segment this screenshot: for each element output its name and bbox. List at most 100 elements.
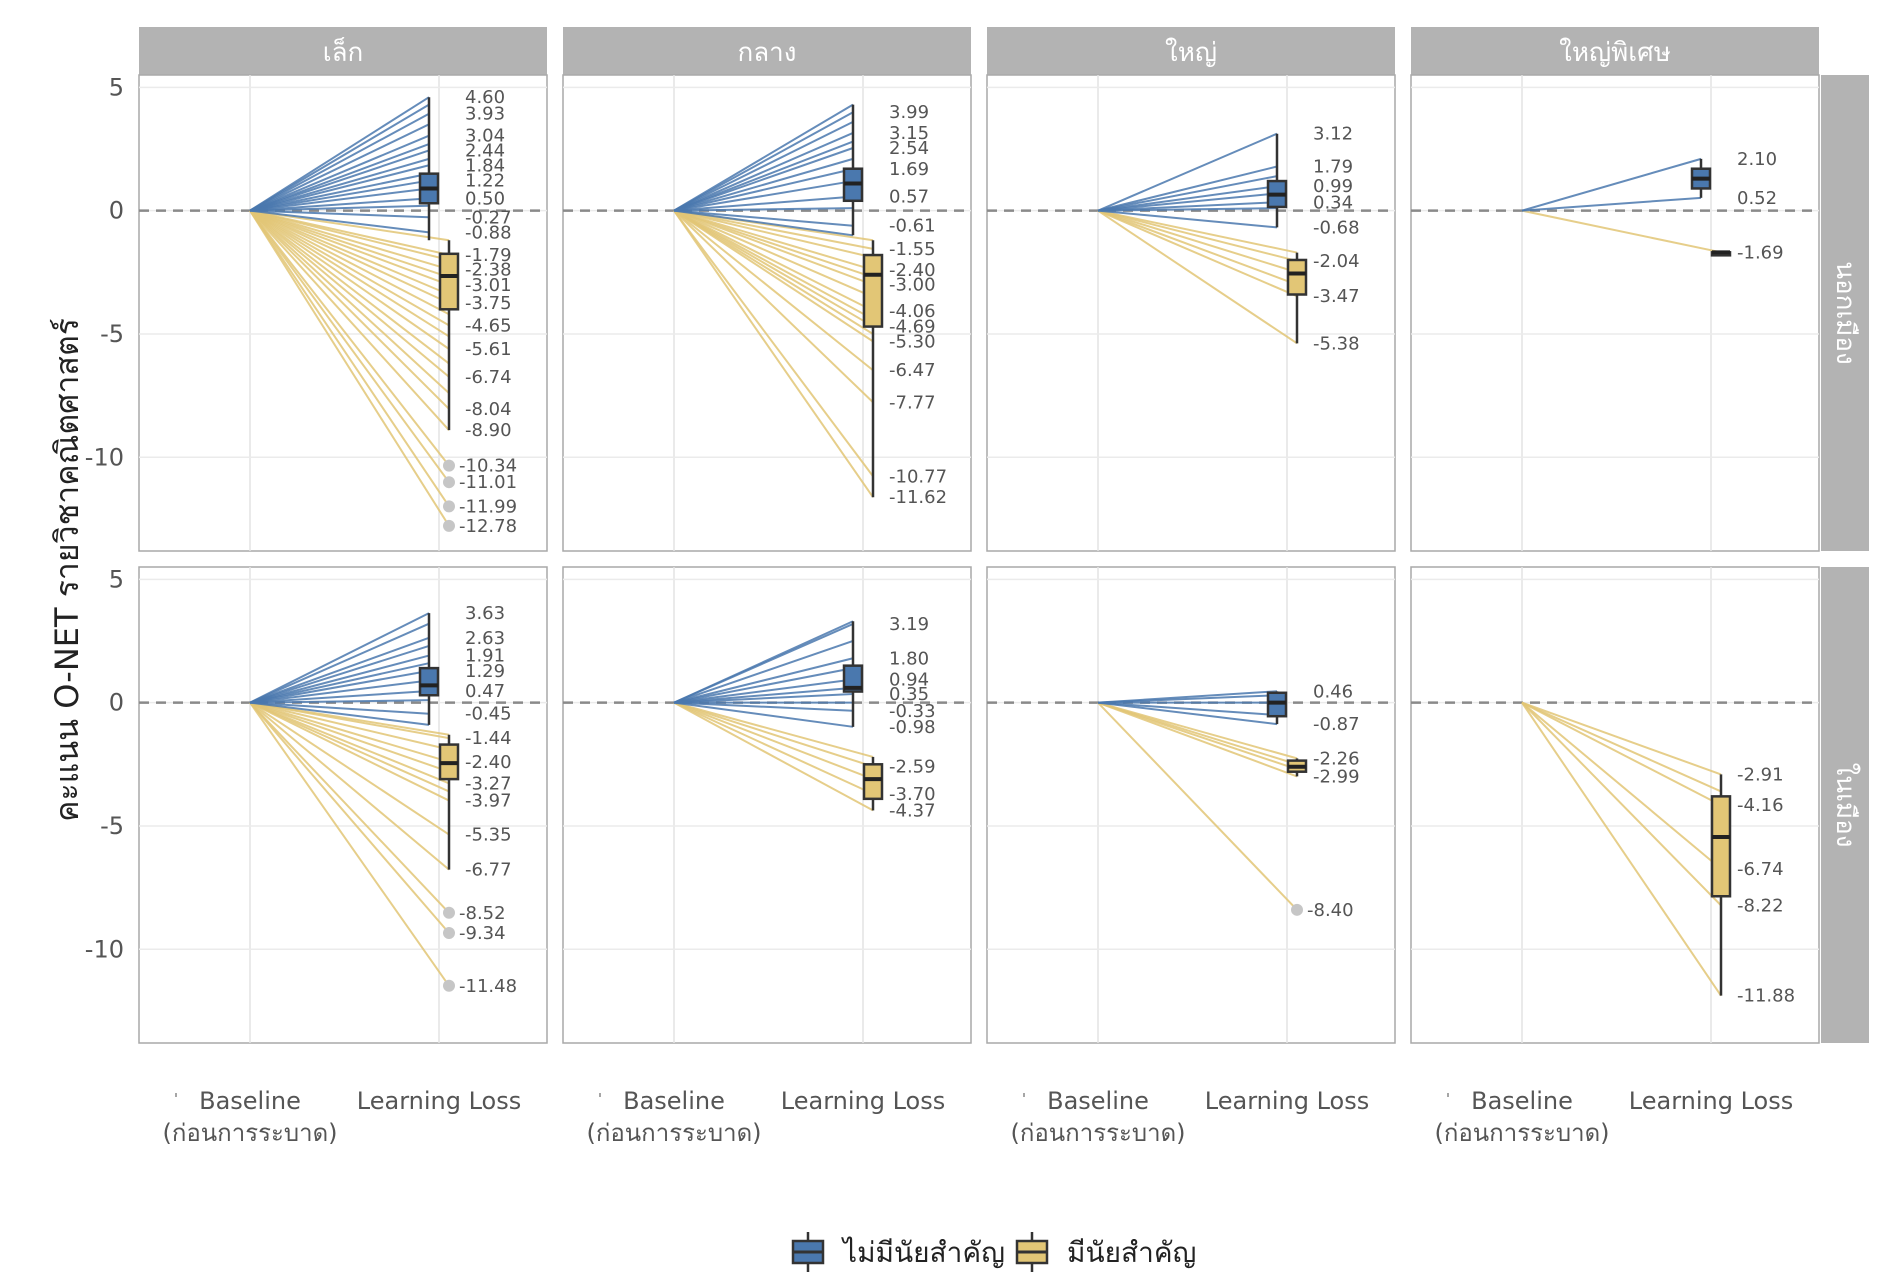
slope-line-significant	[673, 701, 874, 768]
slope-line-significant	[249, 701, 450, 934]
y-tick-label: 0	[109, 689, 124, 717]
value-label: 3.63	[465, 603, 505, 624]
slope-line-significant	[249, 209, 450, 296]
value-label: -0.61	[889, 216, 936, 237]
slope-line-significant	[673, 209, 874, 250]
slope-line-not-significant	[1521, 157, 1702, 212]
x-tick-label-baseline-sub: (ก่อนการระบาด)	[586, 1119, 761, 1147]
slope-line-not-significant	[1521, 196, 1702, 212]
column-strip-2	[987, 27, 1395, 75]
x-tick-label-baseline-sub: (ก่อนการระบาด)	[1434, 1119, 1609, 1147]
value-label: -2.26	[1313, 748, 1360, 769]
column-strip-label-1: กลาง	[738, 38, 797, 68]
panel-border	[1410, 74, 1820, 552]
x-tick-label-baseline: Baseline	[623, 1087, 725, 1115]
slope-line-significant	[673, 210, 874, 477]
legend-label-significant: มีนัยสำคัญ	[1067, 1236, 1196, 1269]
value-label: -6.47	[889, 360, 936, 381]
slope-line-not-significant	[249, 209, 430, 234]
slope-line-not-significant	[249, 644, 430, 704]
legend-label-not-significant: ไม่มีนัยสำคัญ	[841, 1236, 1005, 1269]
value-label: 0.47	[465, 681, 505, 702]
slope-line-significant	[673, 209, 874, 343]
slope-line-not-significant	[673, 667, 854, 704]
value-label: -5.61	[465, 339, 512, 360]
slope-line-not-significant	[673, 207, 854, 212]
slope-line-not-significant	[249, 187, 430, 212]
slope-line-significant	[1097, 701, 1298, 771]
legend-item-significant[interactable]: มีนัยสำคัญ	[1015, 1232, 1196, 1272]
boxplot-significant-box	[1286, 258, 1308, 296]
value-label: -0.68	[1313, 217, 1360, 238]
slope-line-significant	[249, 701, 450, 740]
slope-line-not-significant	[249, 612, 430, 704]
legend-item-not-significant[interactable]: ไม่มีนัยสำคัญ	[791, 1232, 1005, 1272]
slope-line-not-significant	[1097, 207, 1278, 212]
panel-border	[986, 74, 1396, 552]
slope-line-significant	[1521, 701, 1722, 776]
value-label: -2.91	[1737, 764, 1784, 785]
value-label: -3.27	[465, 773, 512, 794]
slope-line-significant	[249, 701, 450, 773]
outlier-point	[443, 500, 455, 513]
outlier-label: -11.99	[459, 496, 517, 517]
slope-line-significant	[673, 701, 874, 758]
slope-line-not-significant	[249, 690, 430, 704]
slope-line-significant	[1097, 209, 1298, 254]
value-label: -2.04	[1313, 251, 1360, 272]
outlier-label: -10.34	[459, 456, 517, 477]
row-strip-label-1: ในเมือง	[1830, 763, 1860, 848]
column-strip-label-3: ใหญ่พิเศษ	[1559, 38, 1671, 68]
slope-line-significant	[1521, 701, 1722, 807]
slope-line-significant	[249, 210, 450, 483]
value-label: 1.84	[465, 155, 505, 176]
outlier-label: -11.48	[459, 976, 517, 997]
outlier-point	[443, 519, 455, 532]
outlier-point	[443, 906, 455, 919]
slope-line-significant	[249, 701, 450, 802]
boxplot-significant-box	[1710, 795, 1732, 898]
slope-line-significant	[1521, 701, 1722, 907]
value-label: -3.01	[465, 275, 512, 296]
slope-line-not-significant	[249, 172, 430, 212]
value-label: 1.29	[465, 661, 505, 682]
slope-line-not-significant	[673, 701, 854, 728]
slope-line-significant	[673, 210, 874, 498]
slope-line-significant	[249, 209, 450, 350]
outlier-point	[443, 476, 455, 489]
slope-line-significant	[249, 209, 450, 338]
slope-line-not-significant	[673, 180, 854, 212]
slope-line-not-significant	[249, 679, 430, 704]
panel-1-2: 0.46 -0.87 -2.26-2.99 -8.40	[986, 566, 1396, 1044]
value-label: 0.94	[889, 669, 929, 690]
value-label: -3.70	[889, 784, 936, 805]
y-tick-label: -10	[85, 935, 124, 963]
slope-line-not-significant	[249, 179, 430, 212]
slope-line-not-significant	[249, 123, 430, 212]
value-label: 2.10	[1737, 149, 1777, 170]
y-axis-title: คะแนน O-NET รายวิชาคณิตศาสตร์	[48, 318, 86, 822]
boxplot-significant-box	[438, 252, 460, 311]
slope-line-not-significant	[1097, 209, 1278, 229]
value-label: -3.75	[465, 293, 512, 314]
y-tick-label: -10	[85, 443, 124, 471]
slope-line-not-significant	[249, 96, 430, 212]
value-label: -0.88	[465, 222, 512, 243]
boxplot-not-significant-box	[842, 664, 864, 693]
value-label: 3.19	[889, 614, 929, 635]
slope-line-significant	[249, 702, 450, 987]
slope-line-significant	[1097, 209, 1298, 345]
value-label: -2.38	[465, 259, 512, 280]
boxplot-significant-box	[862, 253, 884, 328]
slope-line-not-significant	[249, 149, 430, 212]
panel-1-0: 3.63 2.631.911.290.47-0.45 -1.44 -2.40-3.27…	[138, 566, 548, 1044]
value-label: -4.65	[465, 315, 512, 336]
value-label: 4.60	[465, 87, 505, 108]
slope-line-significant	[1097, 701, 1298, 911]
x-tick-label-learning-loss: Learning Loss	[357, 1087, 521, 1115]
value-label: 1.91	[465, 646, 505, 667]
value-label: -6.77	[465, 860, 512, 881]
slope-line-significant	[249, 701, 450, 763]
slope-line-significant	[249, 701, 450, 751]
value-label: 3.99	[889, 102, 929, 123]
